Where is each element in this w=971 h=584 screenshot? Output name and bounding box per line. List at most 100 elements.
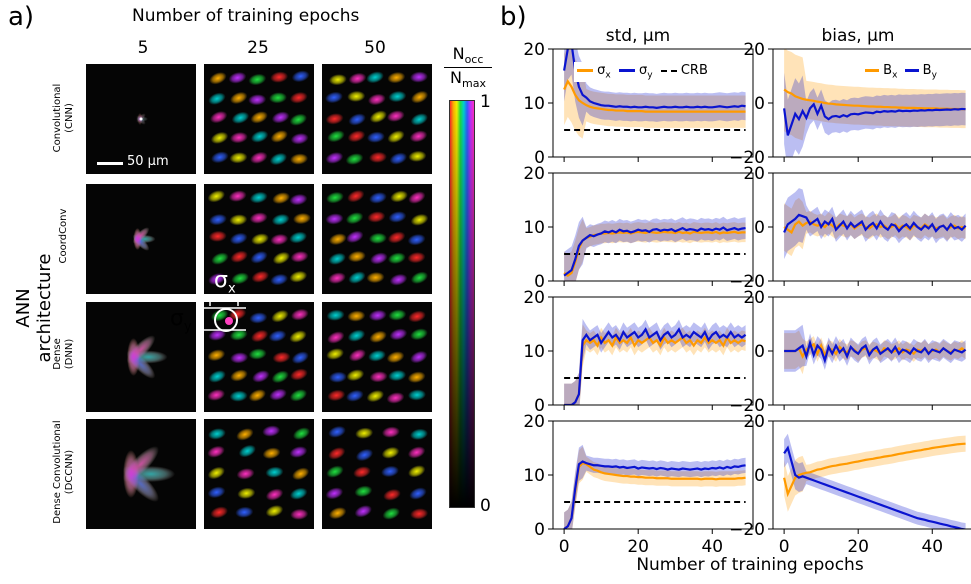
localization-blob [386, 392, 405, 404]
subplot: 0 10 20 [523, 288, 754, 416]
localization-blob [382, 507, 400, 520]
localization-blob [250, 151, 268, 164]
localization-blob [208, 370, 226, 383]
localization-blob [290, 133, 309, 145]
subplot: −20 0 20 0 20 40 [729, 412, 971, 557]
series-line-By [783, 445, 966, 529]
localization-blob [236, 428, 254, 441]
bias-column-title: bias, μm [821, 26, 895, 46]
localization-blob [269, 152, 288, 166]
y-tick-label: 0 [754, 466, 765, 486]
localization-blob [210, 111, 228, 124]
sigma-ellipse-annotation [204, 298, 246, 332]
localization-blob [410, 350, 428, 364]
y-tick-label: −20 [729, 148, 765, 168]
localization-blob [289, 389, 308, 402]
localization-blob [251, 233, 269, 245]
localization-blob [289, 113, 307, 126]
localization-blob [409, 130, 428, 143]
localization-blob [367, 211, 386, 223]
localization-blob [386, 110, 405, 122]
subplot: 0 10 20 [523, 164, 754, 292]
localization-blob [328, 371, 347, 383]
localization-blob [353, 466, 371, 478]
subplot: −20 0 20 [729, 40, 971, 168]
std-legend: σx σy CRB [574, 62, 711, 82]
localization-blob [347, 90, 366, 102]
localization-blob [368, 309, 387, 322]
localization-blob [236, 468, 255, 480]
localization-blob [347, 250, 366, 263]
localization-blob [272, 351, 291, 364]
localization-blob [348, 349, 366, 362]
localization-blob [408, 310, 426, 323]
localization-blob [410, 113, 428, 126]
uncertainty-band [564, 444, 746, 529]
localization-blob [229, 390, 248, 402]
sigma-y-label: σy [170, 306, 192, 335]
localization-blob [252, 370, 270, 383]
localization-blob [249, 312, 268, 324]
localization-blob [386, 351, 405, 364]
colorbar [449, 100, 475, 508]
localization-blob [230, 250, 248, 263]
localization-blob [410, 328, 428, 341]
localization-blob [208, 329, 227, 341]
localization-blob [348, 113, 366, 126]
localization-blob [290, 508, 309, 520]
localization-blob [230, 352, 249, 364]
uncertainty-band [564, 49, 746, 139]
localization-blob [289, 91, 308, 104]
y-tick-label: 0 [534, 272, 545, 292]
localization-blob [390, 190, 408, 203]
series-line-By [784, 338, 967, 365]
localization-blob [251, 329, 269, 343]
localization-blob [249, 212, 268, 224]
localization-blob [381, 426, 400, 438]
localization-blob [389, 152, 408, 165]
localization-blob [345, 212, 364, 225]
localization-blob [289, 330, 307, 343]
localization-blob [228, 71, 247, 84]
y-tick-label: 20 [523, 164, 545, 184]
localization-blob [327, 331, 345, 344]
localization-blob [369, 192, 387, 204]
y-tick-label: 20 [743, 40, 765, 60]
localization-blob [289, 446, 308, 458]
localization-blob [251, 270, 270, 283]
localization-blob [132, 227, 150, 244]
uncertainty-band [784, 433, 966, 529]
localization-blob [126, 335, 156, 364]
localization-blob [207, 486, 226, 499]
localization-blob [369, 110, 387, 123]
localization-blob [271, 370, 289, 384]
localization-blob [347, 310, 366, 322]
localization-blob [230, 369, 248, 382]
localization-blob [289, 270, 308, 283]
localization-blob [291, 351, 309, 364]
localization-blob [228, 190, 247, 202]
panel-b-label: b) [500, 2, 527, 32]
localization-blob [387, 130, 405, 143]
y-tick-label: 10 [523, 94, 545, 114]
localization-blob [270, 233, 289, 246]
localization-blob [208, 92, 226, 105]
localization-blob [410, 213, 429, 226]
localization-image-grid [86, 64, 432, 529]
localization-blob [326, 191, 344, 204]
series-line-σy [563, 49, 746, 109]
localization-blob [408, 465, 426, 478]
localization-blob [326, 309, 345, 321]
series-line-σy [563, 226, 746, 277]
localization-blob [229, 329, 248, 341]
localization-blob [231, 111, 250, 124]
localization-blob [271, 213, 290, 226]
subplot: −20 0 20 [729, 288, 971, 416]
localization-blob [410, 271, 429, 284]
localization-blob [367, 93, 386, 106]
localization-blob [211, 252, 229, 265]
subplot: 0 10 20 0 20 40 [523, 412, 754, 557]
x-tick-label: 20 [627, 537, 649, 557]
series-line-σx [563, 461, 746, 529]
localization-blob [325, 91, 343, 104]
